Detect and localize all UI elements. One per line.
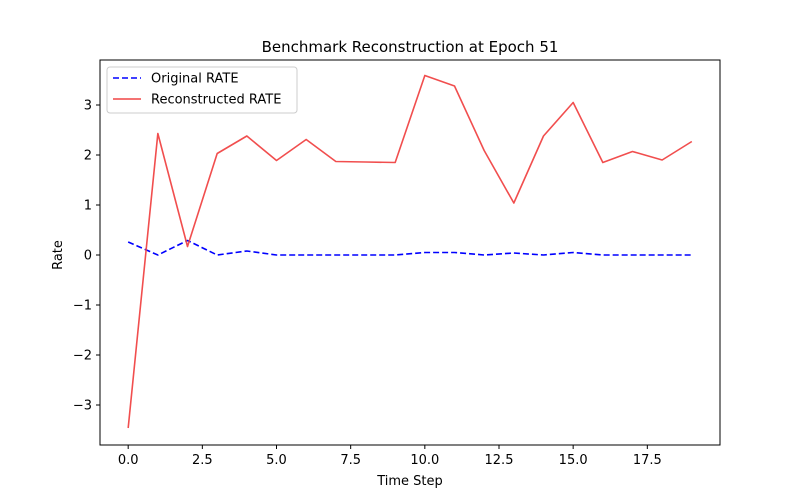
x-tick-label: 0.0 xyxy=(118,453,139,468)
legend: Original RATE Reconstructed RATE xyxy=(106,66,298,114)
series-line-reconstructed-rate xyxy=(127,74,693,429)
plot-area: 0.0 2.5 5.0 7.5 10.0 12.5 15.0 17.5 −3 −2 −1 0 1 2 3 Or… xyxy=(73,59,721,468)
series-line-original-rate xyxy=(127,239,692,256)
x-tick-label: 15.0 xyxy=(559,453,588,468)
x-axis-label: Time Step xyxy=(376,474,443,489)
x-tick-label: 5.0 xyxy=(266,453,287,468)
plot-frame xyxy=(99,59,721,446)
y-tick-label: 3 xyxy=(84,99,92,114)
x-tick-label: 10.0 xyxy=(410,453,439,468)
y-tick-label: 2 xyxy=(84,149,92,164)
x-tick-label: 7.5 xyxy=(340,453,361,468)
y-tick-label: −3 xyxy=(73,399,92,414)
x-tick-label: 12.5 xyxy=(485,453,514,468)
y-tick-label: 0 xyxy=(84,249,92,264)
legend-label: Reconstructed RATE xyxy=(151,93,281,108)
x-tick-label: 17.5 xyxy=(633,453,662,468)
y-tick-label: −1 xyxy=(73,299,92,314)
legend-box xyxy=(106,66,298,114)
y-tick-label: −2 xyxy=(73,349,92,364)
chart-title: Benchmark Reconstruction at Epoch 51 xyxy=(262,38,559,56)
legend-label: Original RATE xyxy=(151,72,239,87)
y-axis-label: Rate xyxy=(51,240,66,270)
x-tick-label: 2.5 xyxy=(192,453,213,468)
y-tick-label: 1 xyxy=(84,199,92,214)
